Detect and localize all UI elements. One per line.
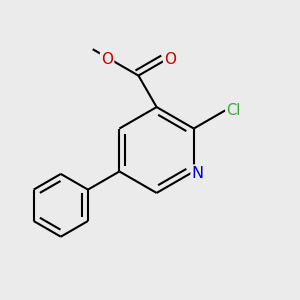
Text: N: N: [192, 166, 204, 181]
Text: O: O: [101, 52, 113, 67]
Text: O: O: [164, 52, 176, 67]
Text: Cl: Cl: [226, 103, 241, 118]
